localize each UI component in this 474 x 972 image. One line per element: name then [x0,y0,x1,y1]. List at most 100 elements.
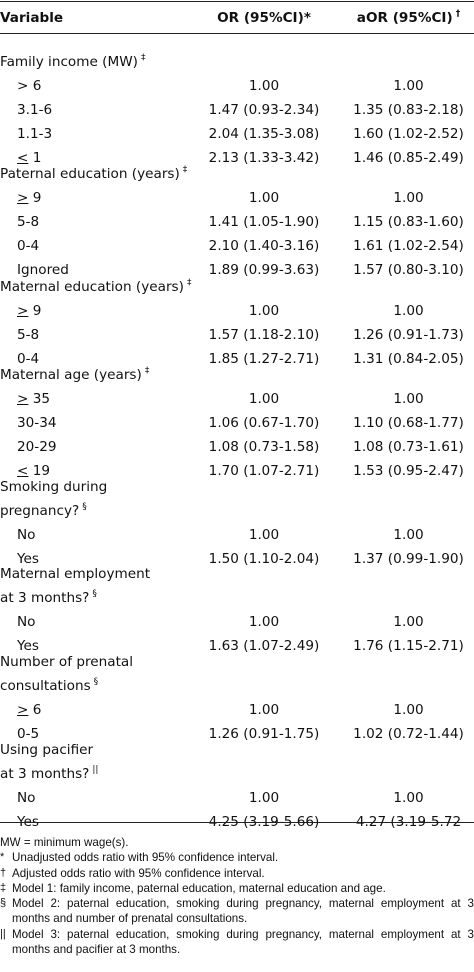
section-heading: Maternal education (years) ‡ [0,275,474,299]
row-or: 2.13 (1.33-3.42) [208,150,320,166]
section-label-text: Maternal age (years) [0,367,142,383]
row-category: 0-4 [17,351,40,367]
row-category: 5-8 [17,327,40,343]
footnote-text: Model 1: family income, paternal educati… [12,881,386,895]
row-aor: 1.08 (0.73-1.61) [353,439,464,455]
section-label-2: pregnancy? § [0,499,87,523]
table-row: No 1.00 1.00 [0,610,474,634]
category-prefix: > [17,190,29,206]
category-prefix: < [17,150,29,166]
row-category: Yes [17,638,39,654]
row-aor: 1.00 [393,702,424,718]
table-row: 5-8 1.57 (1.18-2.10) 1.26 (0.91-1.73) [0,323,474,347]
section-label: Maternal employment [0,562,150,586]
footnote-mark: ‡ [0,881,7,894]
table-row: > 35 1.00 1.00 [0,387,474,411]
section-label: Maternal education (years) ‡ [0,275,191,299]
section-label-text: Maternal employment [0,566,151,582]
row-or: 1.00 [248,614,280,630]
section-label-text: Using pacifier [0,742,94,758]
section-label-text: Family income (MW) [0,54,138,70]
row-or: 2.10 (1.40-3.16) [208,238,320,254]
footnote-text: Adjusted odds ratio with 95% confidence … [12,866,265,880]
section-label-2: at 3 months? § [0,586,97,610]
section-mark: § [93,677,99,687]
top-rule [0,1,474,2]
category-prefix: > [17,702,29,718]
row-or: 1.26 (0.91-1.75) [208,726,320,742]
section-label-text: consultations [0,678,91,694]
section-mark: ‡ [182,165,188,175]
row-category: 0-4 [17,238,40,254]
section-mark: ‡ [140,53,146,63]
table-row: 5-8 1.41 (1.05-1.90) 1.15 (0.83-1.60) [0,210,474,234]
row-or: 1.70 (1.07-2.71) [208,463,320,479]
row-aor: 1.37 (0.99-1.90) [353,551,464,567]
row-aor: 1.00 [393,190,424,206]
section-heading-line2: consultations § [0,674,474,698]
row-aor: 1.00 [393,78,424,94]
row-aor: 1.76 (1.15-2.71) [353,638,464,654]
table-row: 0-5 1.26 (0.91-1.75) 1.02 (0.72-1.44) [0,722,474,746]
section-label: Maternal age (years) ‡ [0,363,149,387]
table-row: 0-4 2.10 (1.40-3.16) 1.61 (1.02-2.54) [0,234,474,258]
section-label-text: at 3 months? [0,590,90,606]
table-row: 20-29 1.08 (0.73-1.58) 1.08 (0.73-1.61) [0,435,474,459]
table-row: < 1 2.13 (1.33-3.42) 1.46 (0.85-2.49) [0,146,474,170]
section-heading: Family income (MW) ‡ [0,50,474,74]
row-category: > 6 [17,78,42,94]
table-row: Yes 1.50 (1.10-2.04) 1.37 (0.99-1.90) [0,547,474,571]
row-or: 1.00 [248,190,280,206]
row-aor: 1.53 (0.95-2.47) [353,463,464,479]
table-row: > 9 1.00 1.00 [0,186,474,210]
footnote: || Model 3: paternal education, smoking d… [0,927,474,958]
table-row: 30-34 1.06 (0.67-1.70) 1.10 (0.68-1.77) [0,411,474,435]
row-aor: 1.46 (0.85-2.49) [353,150,464,166]
category-prefix: > [17,391,29,407]
row-or: 1.00 [248,303,280,319]
footnote: § Model 2: paternal education, smoking du… [0,896,474,927]
row-category: 0-5 [17,726,40,742]
row-aor: 1.00 [393,790,424,806]
row-category: > 9 [17,303,42,319]
row-or: 1.00 [248,78,280,94]
section-mark: ‡ [144,366,150,376]
table-row: > 6 1.00 1.00 [0,74,474,98]
row-category: No [17,614,36,630]
row-or: 2.04 (1.35-3.08) [208,126,320,142]
section-heading-line2: pregnancy? § [0,499,474,523]
footnote-text: Unadjusted odds ratio with 95% confidenc… [12,851,279,865]
section-label-text: Smoking during [0,479,108,495]
section-mark: || [92,765,99,775]
row-aor: 1.35 (0.83-2.18) [353,102,464,118]
category-prefix: > [17,303,29,319]
row-aor: 1.00 [393,527,424,543]
row-aor: 1.26 (0.91-1.73) [353,327,464,343]
row-or: 1.00 [248,702,280,718]
section-heading: Maternal age (years) ‡ [0,363,474,387]
category-prefix: < [17,463,29,479]
section-heading: Paternal education (years) ‡ [0,162,474,186]
section-label-text: at 3 months? [0,766,90,782]
table-row: 0-4 1.85 (1.27-2.71) 1.31 (0.84-2.05) [0,347,474,371]
section-heading: Maternal employment [0,562,474,586]
row-or: 1.41 (1.05-1.90) [208,214,320,230]
footnote-mark: § [0,897,7,910]
footnote: * Unadjusted odds ratio with 95% confiden… [0,850,474,865]
row-aor: 1.60 (1.02-2.52) [353,126,464,142]
section-heading-line2: at 3 months? || [0,762,474,786]
section-label: Number of prenatal [0,650,133,674]
row-or: 1.89 (0.99-3.63) [208,262,320,278]
row-or: 1.06 (0.67-1.70) [208,415,320,431]
row-aor: 1.61 (1.02-2.54) [353,238,464,254]
section-heading: Smoking during [0,475,474,499]
header-aor: aOR (95%CI) † [356,9,461,27]
section-label: Using pacifier [0,738,93,762]
row-category: > 9 [17,190,42,206]
section-label: Family income (MW) ‡ [0,50,145,74]
row-category: Yes [17,551,39,567]
section-mark: § [82,502,87,512]
footnote: † Adjusted odds ratio with 95% confidence… [0,866,474,881]
footnote: MW = minimum wage(s). [0,835,474,850]
section-label: Smoking during [0,475,107,499]
